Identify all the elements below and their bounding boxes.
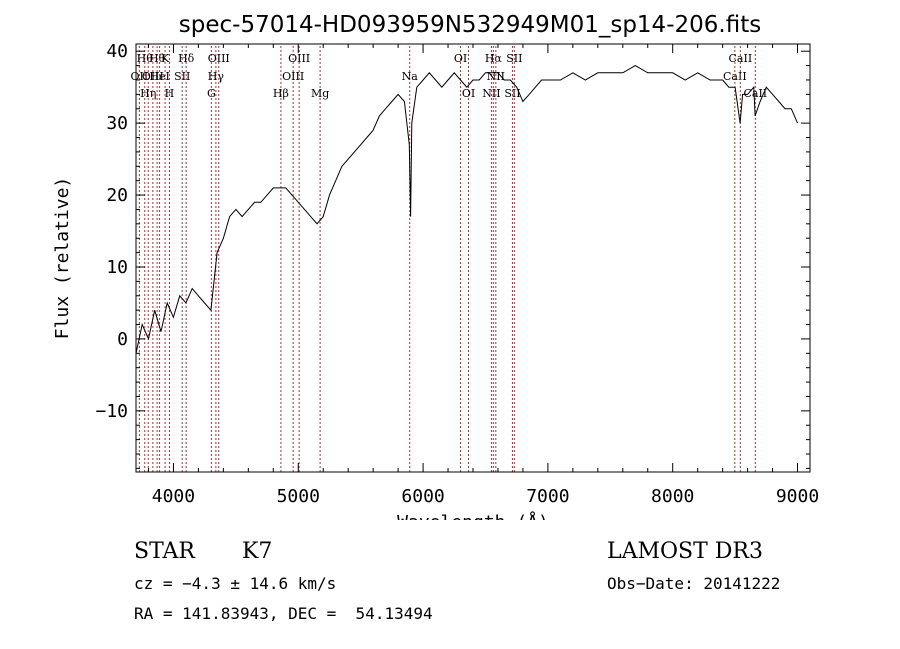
y-tick-label: 30 — [106, 113, 128, 134]
x-tick-label: 5000 — [277, 486, 320, 507]
coordinates-text: RA = 141.83943, DEC = 54.13494 — [134, 604, 433, 623]
spectral-line-label: OIII — [288, 52, 310, 65]
spectral-line-label: NII — [482, 87, 500, 100]
spectral-line-label: CaII — [743, 87, 767, 100]
spectral-line-label: SII — [174, 70, 190, 83]
y-tick-label: 0 — [117, 329, 128, 350]
spectral-line-label: G — [207, 87, 216, 100]
spectral-line-label: OII — [131, 70, 149, 83]
survey-name: LAMOST DR3 — [607, 539, 763, 564]
chart-title: spec-57014-HD093959N532949M01_sp14-206.f… — [179, 12, 761, 38]
object-subclass: K7 — [242, 539, 273, 564]
spectral-line-label: HeI — [149, 70, 169, 83]
spectral-line-label: OI — [454, 52, 467, 65]
spectral-line-label: Hδ — [178, 52, 195, 65]
spectral-line-label: SII — [506, 52, 522, 65]
spectral-line-label: Hη — [140, 87, 156, 100]
y-tick-label: 40 — [106, 41, 128, 62]
spectral-line-label: H — [165, 87, 175, 100]
x-tick-label: 4000 — [152, 486, 195, 507]
spectral-line-label: CaII — [723, 70, 747, 83]
y-tick-label: −10 — [95, 401, 128, 422]
y-axis-label: Flux (relative) — [52, 177, 73, 340]
spectral-line-label: Hα — [485, 52, 503, 65]
y-tick-label: 20 — [106, 185, 128, 206]
spectral-line-label: NII — [487, 70, 505, 83]
plot-frame — [135, 43, 811, 473]
x-axis: 4000 5000 6000 7000 8000 9000 — [147, 44, 819, 507]
spectral-line-label: OIII — [142, 70, 164, 83]
spectral-line-label: Mg — [311, 87, 329, 100]
spectral-line-label: OIII — [282, 70, 304, 83]
x-tick-label: 6000 — [401, 486, 444, 507]
y-axis: −10 0 10 20 30 40 — [95, 41, 810, 469]
spectral-line-label: Hγ — [208, 70, 225, 83]
spectral-line-label: Na — [402, 70, 419, 83]
x-axis-label: Wavelength (Å) — [397, 511, 549, 520]
spectral-line-label: Hβ — [273, 87, 289, 100]
spectral-line-label: K — [161, 52, 170, 65]
redshift-text: cz = −4.3 ± 14.6 km/s — [134, 574, 337, 593]
spectral-line-label: OI — [462, 87, 475, 100]
x-tick-label: 7000 — [526, 486, 569, 507]
spectral-line-label: Hθ — [137, 52, 154, 65]
x-tick-label: 8000 — [651, 486, 694, 507]
spectral-line-label: Hθ — [149, 52, 166, 65]
obs-date-text: Obs−Date: 20141222 — [607, 574, 781, 593]
spectral-line-label: OIII — [208, 52, 230, 65]
y-tick-label: 10 — [106, 257, 128, 278]
object-type: STAR — [134, 539, 195, 564]
x-tick-label: 9000 — [776, 486, 819, 507]
spectrum-series-line — [135, 65, 798, 354]
spectral-line-label: SII — [504, 87, 520, 100]
spectral-line-markers: OIIHθHηOIIIHθHeIKHSIIHδGHγOIIIHβOIIIOIII… — [131, 46, 767, 472]
spectrum-chart: spec-57014-HD093959N532949M01_sp14-206.f… — [52, 12, 819, 520]
spectral-line-label: CaII — [729, 52, 753, 65]
